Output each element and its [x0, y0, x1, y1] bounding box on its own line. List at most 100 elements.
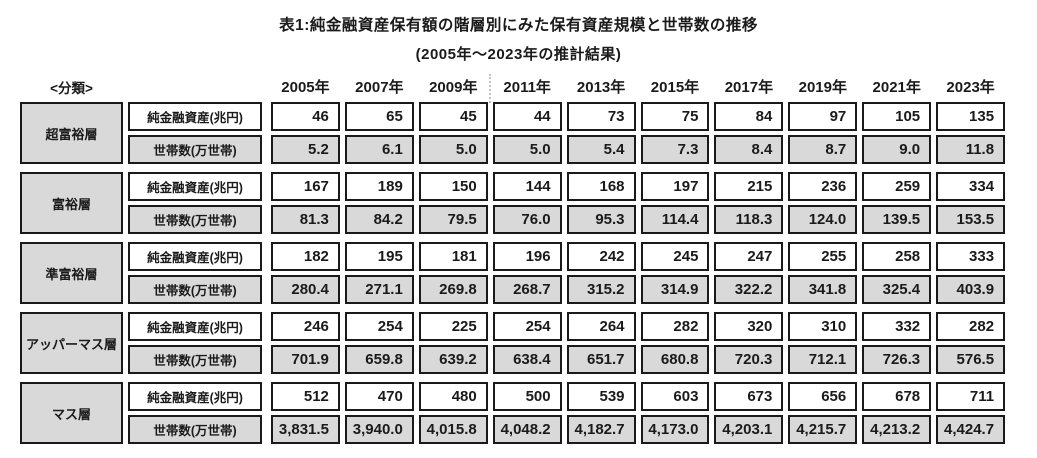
household-value-cell: 4,424.7	[936, 415, 1006, 444]
household-value-cell: 659.8	[344, 345, 414, 374]
table-body: 超富裕層 純金融資産(兆円) 世帯数(万世帯) 46 5.2 65 6.1 45 5.0 44 5.…	[20, 102, 1006, 444]
household-value-cell: 4,173.0	[640, 415, 710, 444]
year-value-column: 500 4,048.2	[492, 382, 562, 444]
year-value-column: 144 76.0	[492, 172, 562, 234]
household-value-cell: 7.3	[640, 135, 710, 164]
row-label-assets: 純金融資産(兆円)	[128, 172, 262, 201]
household-value-cell: 76.0	[492, 205, 562, 234]
year-value-column: 264 651.7	[566, 312, 636, 374]
year-value-column: 673 4,203.1	[714, 382, 784, 444]
asset-value-cell: 320	[714, 312, 784, 341]
year-value-column: 282 680.8	[640, 312, 710, 374]
year-value-column: 215 118.3	[714, 172, 784, 234]
asset-value-cell: 512	[271, 382, 340, 411]
household-value-cell: 315.2	[566, 275, 636, 304]
year-value-column: 656 4,215.7	[788, 382, 858, 444]
asset-value-cell: 254	[344, 312, 414, 341]
year-value-column: 259 139.5	[862, 172, 932, 234]
household-value-cell: 9.0	[862, 135, 932, 164]
year-value-column: 75 7.3	[640, 102, 710, 164]
row-label-assets: 純金融資産(兆円)	[128, 382, 262, 411]
asset-value-cell: 254	[492, 312, 562, 341]
category-cell: 準富裕層	[20, 242, 123, 304]
household-value-cell: 720.3	[714, 345, 784, 374]
year-value-column: 46 5.2	[271, 102, 340, 164]
category-cell: 超富裕層	[20, 102, 123, 164]
asset-value-cell: 333	[936, 242, 1006, 271]
household-value-cell: 576.5	[936, 345, 1006, 374]
year-value-column: 246 701.9	[271, 312, 340, 374]
asset-value-cell: 255	[788, 242, 858, 271]
household-value-cell: 712.1	[788, 345, 858, 374]
household-value-cell: 5.0	[418, 135, 488, 164]
category-cell: アッパーマス層	[20, 312, 123, 374]
year-value-column: 334 153.5	[936, 172, 1006, 234]
year-value-column: 480 4,015.8	[418, 382, 488, 444]
asset-value-cell: 144	[492, 172, 562, 201]
wealth-tier-table: <分類> 2005年 2007年 2009年 2011年 2013年 2015年 2017年…	[20, 74, 1006, 444]
table-title: 表1:純金融資産保有額の階層別にみた保有資産規模と世帯数の推移	[279, 17, 758, 34]
year-value-column: 332 726.3	[862, 312, 932, 374]
asset-value-cell: 45	[418, 102, 488, 131]
year-value-column: 711 4,424.7	[936, 382, 1006, 444]
household-value-cell: 124.0	[788, 205, 858, 234]
year-value-column: 195 271.1	[344, 242, 414, 304]
household-value-cell: 280.4	[271, 275, 340, 304]
household-value-cell: 11.8	[936, 135, 1006, 164]
row-label-column: 純金融資産(兆円) 世帯数(万世帯)	[128, 312, 262, 374]
household-value-cell: 4,215.7	[788, 415, 858, 444]
asset-value-cell: 189	[344, 172, 414, 201]
year-value-column: 105 9.0	[862, 102, 932, 164]
asset-value-cell: 310	[788, 312, 858, 341]
household-value-cell: 403.9	[936, 275, 1006, 304]
row-label-column: 純金融資産(兆円) 世帯数(万世帯)	[128, 242, 262, 304]
asset-value-cell: 44	[492, 102, 562, 131]
category-group: アッパーマス層 純金融資産(兆円) 世帯数(万世帯) 246 701.9 254 659.8…	[20, 312, 1006, 374]
household-value-cell: 4,203.1	[714, 415, 784, 444]
year-value-column: 539 4,182.7	[566, 382, 636, 444]
asset-value-cell: 97	[788, 102, 858, 131]
asset-value-cell: 247	[714, 242, 784, 271]
household-value-cell: 118.3	[714, 205, 784, 234]
asset-value-cell: 196	[492, 242, 562, 271]
household-value-cell: 680.8	[640, 345, 710, 374]
category-group: 超富裕層 純金融資産(兆円) 世帯数(万世帯) 46 5.2 65 6.1 45 5.0 44 5.…	[20, 102, 1006, 164]
asset-value-cell: 150	[418, 172, 488, 201]
row-label-assets: 純金融資産(兆円)	[128, 102, 262, 131]
household-value-cell: 322.2	[714, 275, 784, 304]
row-label-column: 純金融資産(兆円) 世帯数(万世帯)	[128, 172, 262, 234]
year-value-column: 97 8.7	[788, 102, 858, 164]
year-value-column: 470 3,940.0	[344, 382, 414, 444]
classification-header: <分類>	[50, 81, 93, 96]
year-value-column: 678 4,213.2	[862, 382, 932, 444]
year-header: 2019年	[798, 79, 847, 96]
household-value-cell: 8.4	[714, 135, 784, 164]
asset-value-cell: 246	[271, 312, 340, 341]
household-value-cell: 84.2	[344, 205, 414, 234]
asset-value-cell: 105	[862, 102, 932, 131]
asset-value-cell: 332	[862, 312, 932, 341]
year-value-column: 247 322.2	[714, 242, 784, 304]
asset-value-cell: 264	[566, 312, 636, 341]
row-label-households: 世帯数(万世帯)	[128, 275, 262, 304]
household-value-cell: 3,831.5	[271, 415, 340, 444]
year-value-column: 168 95.3	[566, 172, 636, 234]
household-value-cell: 4,182.7	[566, 415, 636, 444]
year-value-column: 333 403.9	[936, 242, 1006, 304]
asset-value-cell: 167	[271, 172, 340, 201]
asset-value-cell: 678	[862, 382, 932, 411]
category-cell: マス層	[20, 382, 123, 444]
asset-value-cell: 195	[344, 242, 414, 271]
asset-value-cell: 181	[418, 242, 488, 271]
household-value-cell: 6.1	[344, 135, 414, 164]
year-header-row: <分類> 2005年 2007年 2009年 2011年 2013年 2015年 2017年…	[20, 74, 1005, 103]
asset-value-cell: 84	[714, 102, 784, 131]
table-subtitle: (2005年〜2023年の推計結果)	[415, 46, 622, 63]
year-header: 2011年	[488, 74, 562, 103]
asset-value-cell: 197	[640, 172, 710, 201]
year-value-column: 181 269.8	[418, 242, 488, 304]
asset-value-cell: 236	[788, 172, 858, 201]
year-value-column: 65 6.1	[344, 102, 414, 164]
year-value-column: 603 4,173.0	[640, 382, 710, 444]
asset-value-cell: 282	[936, 312, 1006, 341]
